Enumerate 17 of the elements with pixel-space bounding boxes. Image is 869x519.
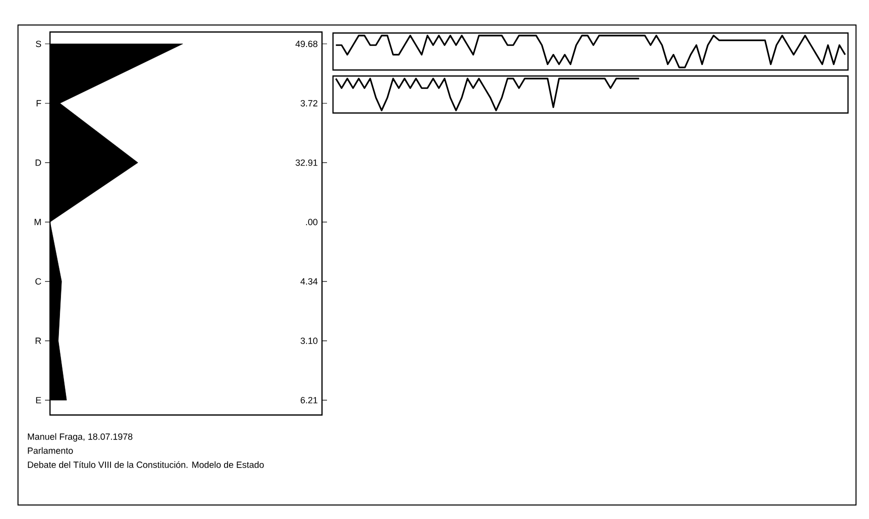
y-tick-label: E — [36, 397, 42, 404]
data-label: .00 — [306, 218, 318, 226]
data-label: 4.34 — [300, 278, 318, 285]
data-label: 3.10 — [300, 338, 318, 344]
text: Manuel Fraga, 18.07.1978 — [28, 433, 132, 442]
text: Debate del Título VIII de la Constitución. Modelo de Estado — [28, 461, 264, 468]
y-tick-label: R — [36, 338, 42, 344]
data-label: 6.21 — [300, 396, 318, 404]
y-tick-label: C — [35, 278, 42, 285]
y-tick-label: D — [36, 160, 42, 166]
y-tick-label: M — [34, 218, 41, 226]
text: Parlamento — [28, 447, 73, 454]
data-label: 3.72 — [300, 100, 318, 106]
data-label: 32.91 — [296, 159, 318, 166]
y-tick-label: F — [36, 100, 42, 106]
data-label: 49.68 — [295, 40, 318, 48]
y-tick-label: S — [36, 40, 42, 48]
